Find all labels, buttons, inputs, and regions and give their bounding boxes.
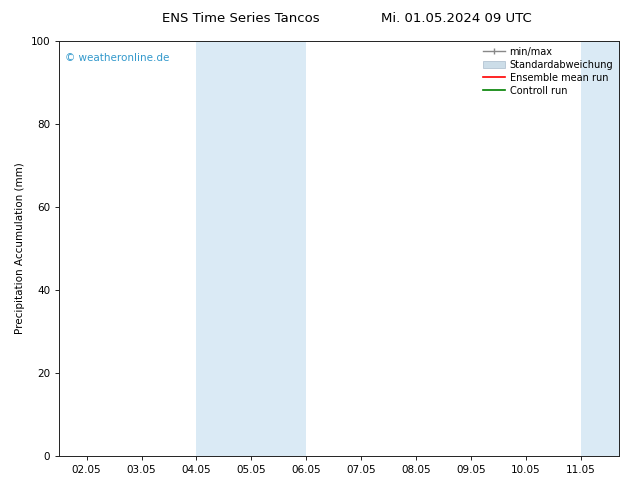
Text: Mi. 01.05.2024 09 UTC: Mi. 01.05.2024 09 UTC	[381, 12, 532, 25]
Text: © weatheronline.de: © weatheronline.de	[65, 53, 169, 64]
Legend: min/max, Standardabweichung, Ensemble mean run, Controll run: min/max, Standardabweichung, Ensemble me…	[479, 43, 617, 99]
Bar	[197, 41, 306, 456]
Text: ENS Time Series Tancos: ENS Time Series Tancos	[162, 12, 320, 25]
Y-axis label: Precipitation Accumulation (mm): Precipitation Accumulation (mm)	[15, 163, 25, 334]
Bar	[581, 41, 619, 456]
